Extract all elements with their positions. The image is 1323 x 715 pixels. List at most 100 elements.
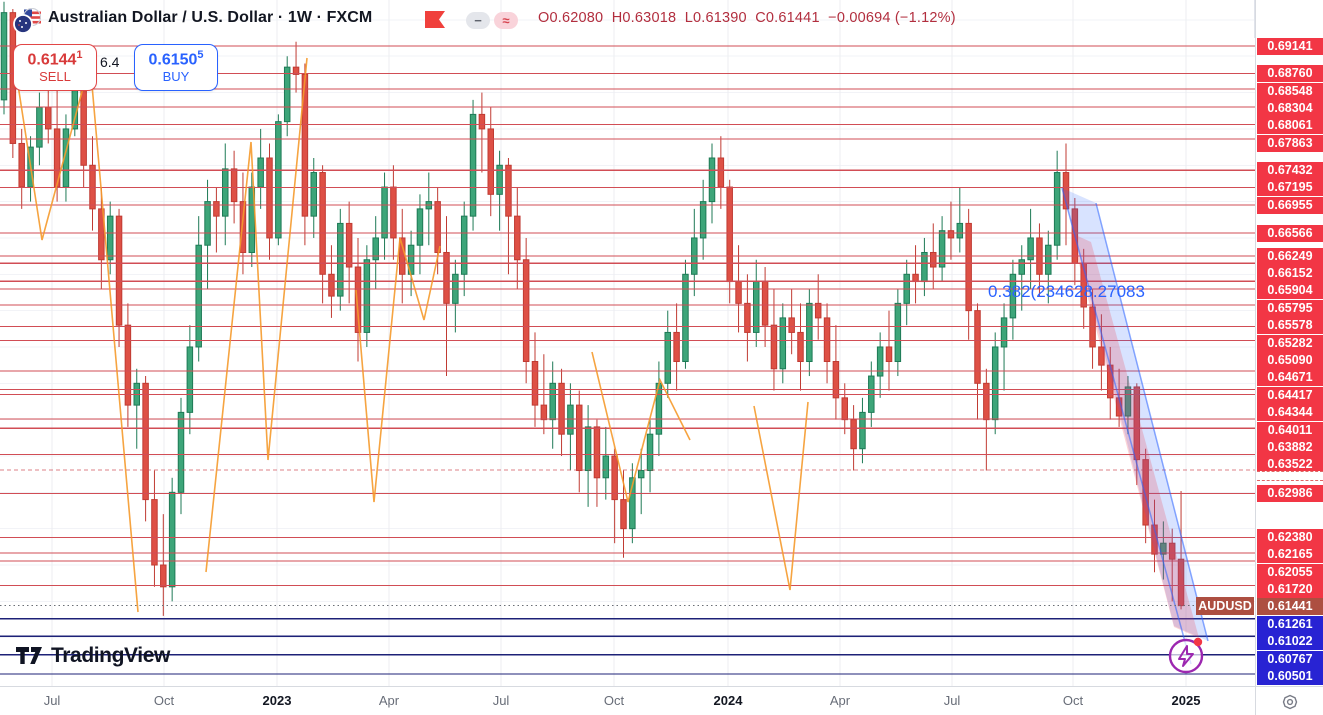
candle-body bbox=[744, 302, 751, 333]
time-axis-label: Jul bbox=[943, 693, 961, 708]
candle-body bbox=[859, 411, 866, 450]
price-axis[interactable]: 0.69141 0.68760 0.68548 0.68304 0.68061 0.678… bbox=[1255, 0, 1323, 686]
candle-body bbox=[151, 499, 158, 566]
candle-body bbox=[1124, 386, 1132, 417]
candle-body bbox=[390, 186, 397, 239]
fxcm-logo-icon bbox=[425, 11, 445, 28]
price-chart[interactable]: 0.382(234628.27083 bbox=[0, 0, 1255, 686]
time-axis-label: 2025 bbox=[1171, 693, 1201, 708]
price-level-label: 0.61022 bbox=[1257, 633, 1323, 651]
price-level-label: 0.62055 bbox=[1257, 563, 1323, 581]
candle-body bbox=[222, 168, 229, 217]
price-level-label: 0.61261 bbox=[1257, 615, 1323, 633]
axis-settings-corner[interactable] bbox=[1255, 686, 1323, 715]
candle-body bbox=[1177, 558, 1185, 607]
candle-body bbox=[496, 164, 503, 195]
time-axis-label: Oct bbox=[153, 693, 175, 708]
candle-body bbox=[894, 302, 902, 363]
price-level-label: 0.62986 bbox=[1257, 484, 1323, 502]
symbol-title[interactable]: Australian Dollar / U.S. Dollar · 1W · F… bbox=[48, 9, 373, 26]
candle-body bbox=[823, 317, 831, 363]
candle-body bbox=[717, 157, 725, 188]
lightning-marker-icon bbox=[1168, 638, 1204, 674]
price-level-label: 0.65904 bbox=[1257, 282, 1323, 300]
buy-button[interactable]: 0.61505 BUY bbox=[134, 44, 218, 91]
candle-body bbox=[1168, 542, 1176, 560]
candle-body bbox=[814, 302, 822, 319]
current-price-label: 0.61441 bbox=[1257, 598, 1323, 616]
candle-body bbox=[381, 186, 388, 239]
candle-body bbox=[319, 172, 326, 275]
trend-channel-edge bbox=[1095, 202, 1209, 642]
zigzag-drawing bbox=[591, 351, 691, 503]
candle-body bbox=[257, 157, 264, 188]
price-level-label: 0.62380 bbox=[1257, 528, 1323, 546]
price-level-label: 0.60501 bbox=[1257, 668, 1323, 686]
zigzag-drawing bbox=[205, 57, 308, 573]
spread-value: 6.4 bbox=[100, 54, 120, 70]
price-level-label: 0.66152 bbox=[1257, 265, 1323, 283]
candle-body bbox=[469, 113, 477, 217]
dashed-alert-price-label bbox=[1257, 471, 1323, 481]
price-level-label: 0.69141 bbox=[1257, 37, 1323, 55]
candle-body bbox=[584, 426, 592, 472]
current-symbol-tag: AUDUSD bbox=[1196, 596, 1254, 615]
price-level-label: 0.64344 bbox=[1257, 404, 1323, 422]
price-level-label: 0.67195 bbox=[1257, 179, 1323, 197]
candle-body bbox=[735, 281, 742, 304]
candle-body bbox=[98, 208, 105, 261]
price-level-label: 0.67863 bbox=[1257, 134, 1323, 152]
candle-body bbox=[850, 419, 857, 450]
ohlc-readout: O0.62080 H0.63018 L0.61390 C0.61441 −0.0… bbox=[538, 10, 956, 26]
candle-body bbox=[1000, 317, 1008, 348]
audusd-flags-icon bbox=[13, 8, 41, 34]
candle-body bbox=[956, 222, 964, 239]
price-level-label: 0.62165 bbox=[1257, 546, 1323, 564]
candle-body bbox=[1027, 237, 1034, 261]
candle-body bbox=[832, 361, 840, 399]
candle-body bbox=[549, 382, 556, 421]
candle-body bbox=[797, 331, 804, 363]
time-axis-label: 2023 bbox=[262, 693, 292, 708]
candle-body bbox=[115, 215, 123, 326]
time-axis-label: Oct bbox=[603, 693, 625, 708]
price-level-label: 0.63522 bbox=[1257, 456, 1323, 474]
price-level-label: 0.68304 bbox=[1257, 99, 1323, 117]
candle-body bbox=[292, 66, 300, 75]
tradingview-logo[interactable]: TradingView bbox=[16, 644, 170, 668]
price-level-label: 0.64011 bbox=[1257, 421, 1323, 439]
candle-body bbox=[443, 251, 450, 304]
zigzag-drawing bbox=[355, 237, 441, 503]
candle-body bbox=[106, 215, 114, 261]
candle-body bbox=[938, 230, 946, 268]
candle-body bbox=[478, 113, 486, 130]
price-level-label: 0.68061 bbox=[1257, 117, 1323, 135]
candle-body bbox=[726, 186, 733, 283]
time-axis-label: Jul bbox=[43, 693, 61, 708]
sell-button[interactable]: 0.61441 SELL bbox=[13, 44, 97, 91]
toolbar-divider bbox=[1254, 0, 1255, 38]
candle-body bbox=[168, 491, 176, 588]
candle-body bbox=[646, 433, 654, 472]
market-status-minus-icon[interactable]: − bbox=[466, 12, 490, 29]
time-axis-label: 2024 bbox=[713, 693, 743, 708]
candle-body bbox=[460, 215, 468, 275]
candle-body bbox=[602, 455, 610, 479]
candle-body bbox=[841, 397, 848, 421]
candle-body bbox=[1053, 172, 1061, 246]
price-level-label: 0.64417 bbox=[1257, 386, 1323, 404]
time-axis[interactable]: Jul Oct 2023 Apr Jul Oct 2024 Apr Jul Oct 2025 bbox=[0, 686, 1255, 715]
candle-body bbox=[186, 346, 194, 413]
price-level-label: 0.65282 bbox=[1257, 334, 1323, 352]
zigzag-drawing bbox=[15, 61, 139, 613]
price-level-label: 0.64671 bbox=[1257, 369, 1323, 387]
candle-body bbox=[682, 273, 689, 363]
candle-body bbox=[45, 106, 52, 130]
price-level-label: 0.66249 bbox=[1257, 247, 1323, 265]
candle-body bbox=[0, 12, 8, 101]
candle-body bbox=[965, 222, 972, 312]
time-axis-label: Apr bbox=[378, 693, 400, 708]
data-delayed-approx-icon[interactable]: ≈ bbox=[494, 12, 518, 29]
candle-body bbox=[310, 172, 317, 217]
candle-body bbox=[788, 317, 795, 333]
